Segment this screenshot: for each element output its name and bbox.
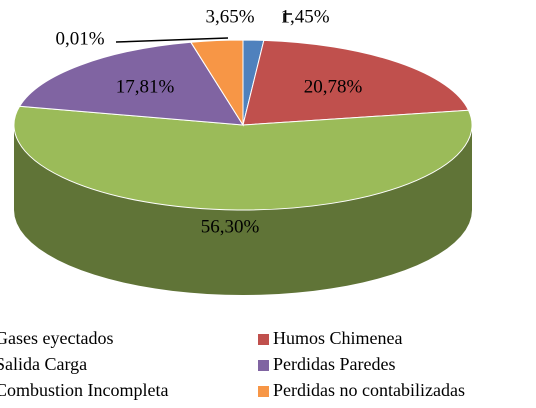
legend-swatch: [258, 334, 269, 345]
legend-label: Gases eyectados: [0, 328, 113, 348]
slice: [242, 39, 470, 126]
leader-line: [115, 37, 229, 43]
data-label: 3,65%: [205, 6, 254, 27]
legend-label: Perdidas no contabilizadas: [273, 380, 465, 400]
slice: [190, 39, 244, 127]
legend-label: Combustion Incompleta: [0, 380, 168, 400]
legend-label: Salida Carga: [0, 354, 87, 374]
legend-label: Humos Chimenea: [273, 328, 402, 348]
data-label: 20,78%: [304, 76, 363, 97]
slice: [18, 41, 244, 126]
leader-line: [283, 13, 292, 22]
data-label: 1,45%: [280, 6, 329, 27]
data-label: 0,01%: [55, 28, 104, 49]
legend-label: Perdidas Paredes: [273, 354, 395, 374]
data-label: 56,30%: [201, 216, 260, 237]
slice: [13, 105, 473, 211]
legend-swatch: [258, 360, 269, 371]
legend-swatch: [258, 386, 269, 397]
data-label: 17,81%: [116, 76, 175, 97]
